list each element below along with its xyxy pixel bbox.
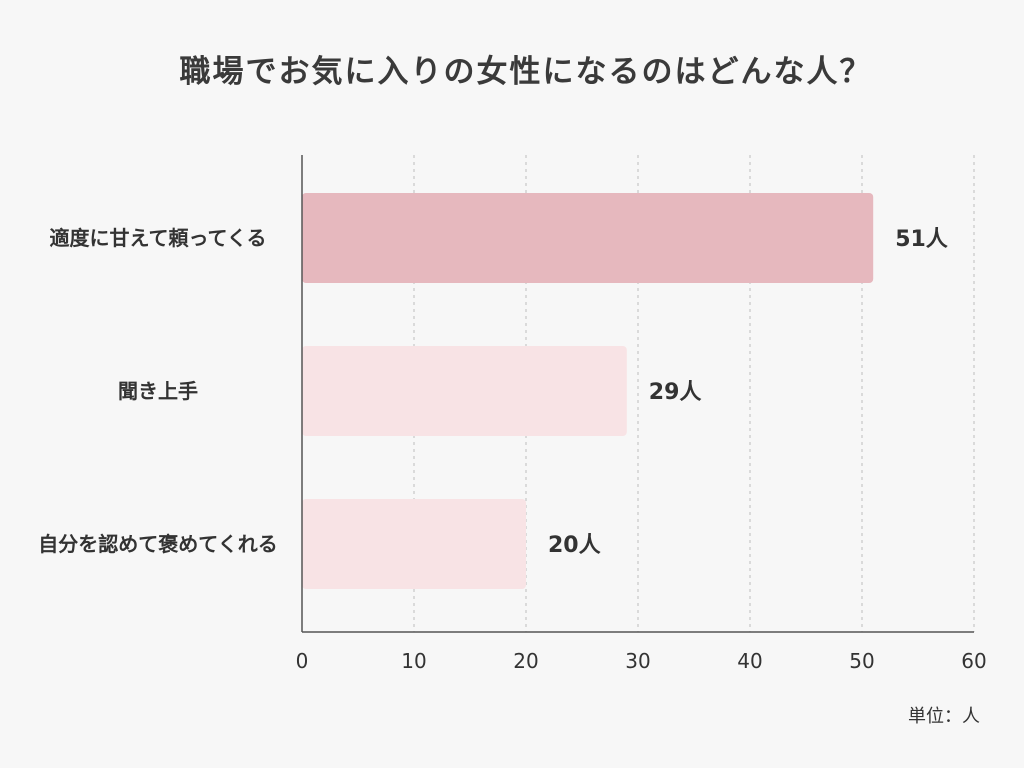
chart-title: 職場でお気に入りの女性になるのはどんな人？ (180, 54, 873, 90)
category-label: 聞き上手 (118, 379, 198, 403)
x-tick-label: 40 (737, 649, 762, 673)
value-label: 51人 (895, 227, 948, 252)
x-tick-label: 50 (849, 649, 874, 673)
category-label: 自分を認めて褒めてくれる (38, 532, 277, 556)
bar (302, 193, 874, 283)
axes (301, 155, 974, 633)
x-tick-label: 10 (401, 649, 426, 673)
x-tick-label: 20 (513, 649, 538, 673)
x-tick-label: 0 (296, 649, 309, 673)
unit-note: 単位：人 (908, 706, 980, 727)
x-tick-label: 30 (625, 649, 650, 673)
bar (302, 499, 526, 589)
value-label: 29人 (649, 380, 702, 405)
x-tick-label: 60 (961, 649, 986, 673)
category-label: 適度に甘えて頼ってくる (50, 226, 267, 250)
value-label: 20人 (548, 533, 601, 558)
bar (302, 346, 627, 436)
bars (302, 193, 874, 589)
